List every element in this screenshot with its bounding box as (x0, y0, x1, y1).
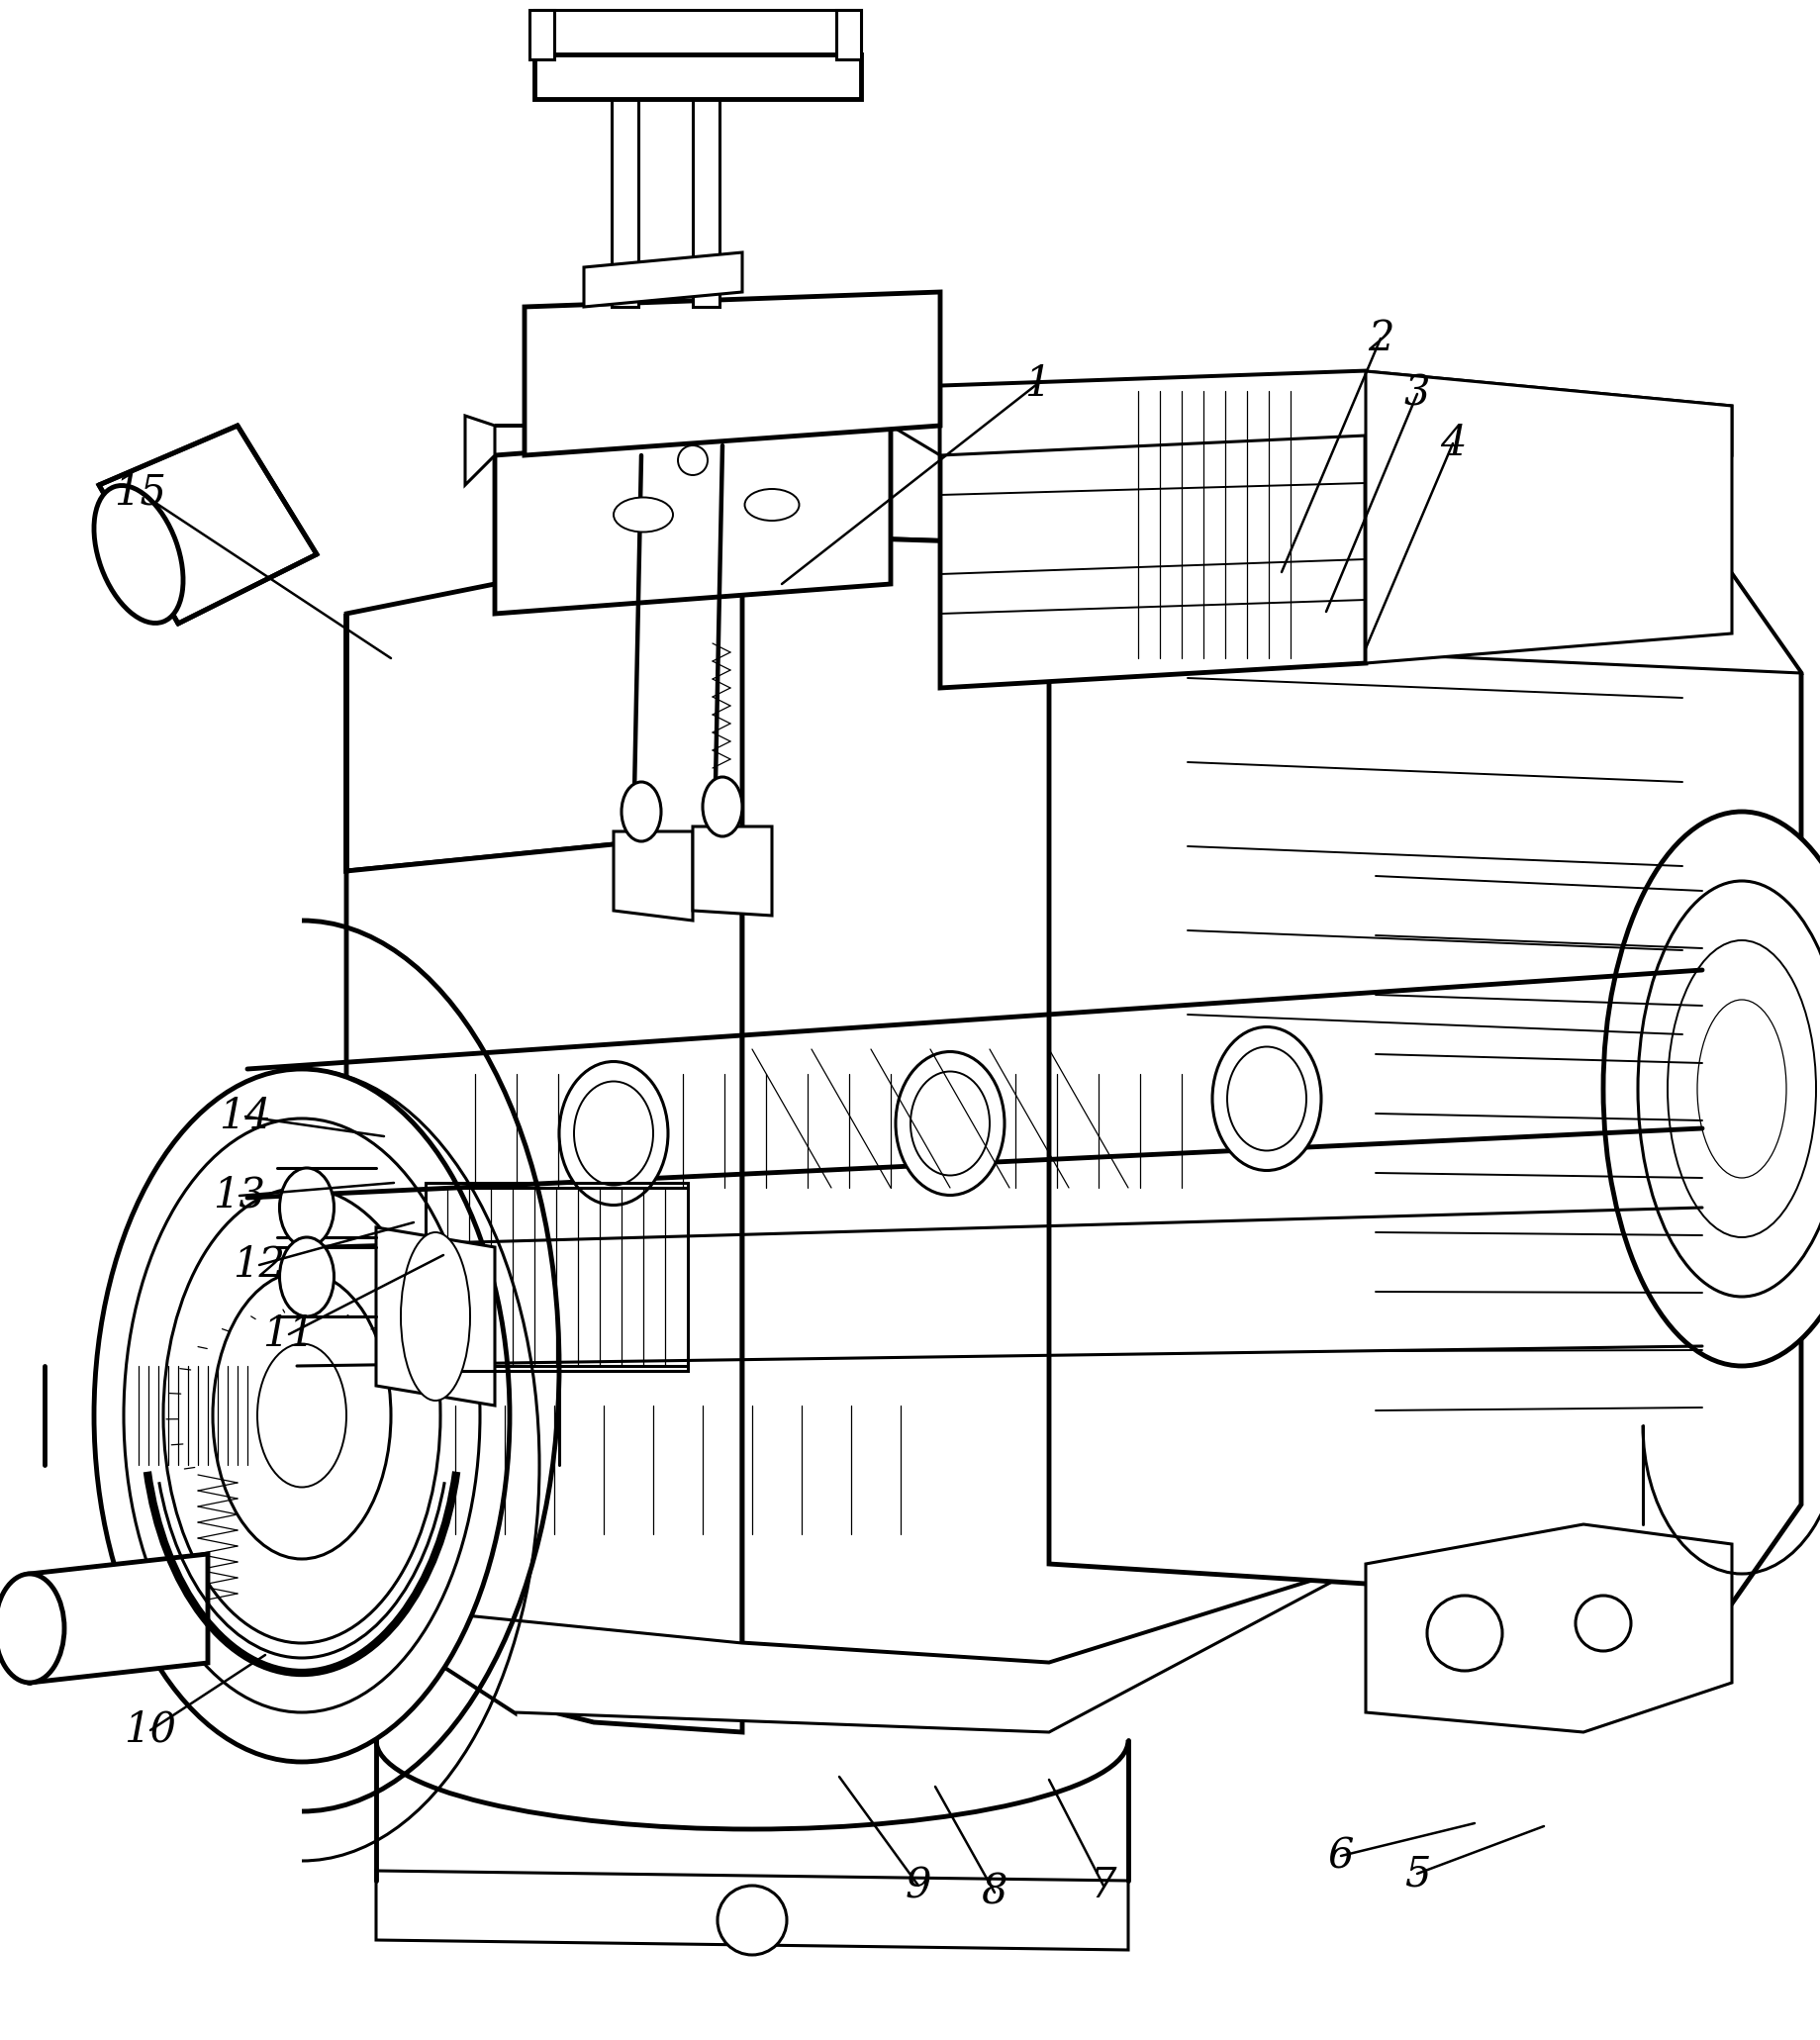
Text: 2: 2 (1367, 318, 1392, 359)
Polygon shape (495, 386, 939, 455)
Ellipse shape (613, 498, 673, 532)
Text: 15: 15 (115, 471, 167, 514)
Ellipse shape (744, 490, 799, 520)
Polygon shape (613, 832, 692, 920)
Text: 5: 5 (1403, 1852, 1429, 1895)
Polygon shape (612, 94, 639, 306)
Ellipse shape (0, 1573, 64, 1683)
Text: 9: 9 (905, 1865, 932, 1905)
Ellipse shape (1212, 1026, 1321, 1171)
Text: 13: 13 (213, 1175, 266, 1216)
Ellipse shape (400, 1232, 470, 1401)
Polygon shape (524, 292, 939, 455)
Ellipse shape (1602, 812, 1820, 1367)
Polygon shape (464, 416, 495, 486)
Polygon shape (29, 1554, 207, 1683)
Text: 6: 6 (1327, 1836, 1354, 1877)
Polygon shape (495, 426, 890, 614)
Polygon shape (743, 534, 1365, 1663)
Text: 11: 11 (262, 1314, 315, 1355)
Polygon shape (692, 94, 719, 306)
Ellipse shape (95, 486, 184, 622)
Polygon shape (835, 10, 861, 59)
Polygon shape (692, 826, 772, 916)
Text: 14: 14 (218, 1095, 271, 1136)
Text: 4: 4 (1440, 422, 1465, 465)
Text: 8: 8 (981, 1873, 1006, 1914)
Ellipse shape (559, 1061, 668, 1206)
Polygon shape (346, 1565, 1365, 1732)
Circle shape (1574, 1595, 1631, 1650)
Ellipse shape (95, 1069, 510, 1763)
Polygon shape (584, 253, 743, 306)
Ellipse shape (621, 781, 661, 840)
Polygon shape (1365, 1524, 1731, 1732)
Polygon shape (533, 55, 861, 100)
Polygon shape (377, 1228, 495, 1406)
Text: 7: 7 (1090, 1865, 1116, 1905)
Polygon shape (377, 1871, 1128, 1950)
Text: 12: 12 (233, 1244, 286, 1285)
Polygon shape (939, 371, 1365, 687)
Ellipse shape (280, 1169, 333, 1246)
Circle shape (1427, 1595, 1502, 1671)
Polygon shape (1048, 534, 1800, 673)
Polygon shape (1365, 371, 1731, 663)
Circle shape (677, 445, 708, 475)
Polygon shape (939, 371, 1731, 455)
Text: 10: 10 (124, 1710, 177, 1750)
Polygon shape (346, 534, 1365, 871)
Text: 1: 1 (1023, 363, 1050, 404)
Polygon shape (98, 426, 317, 624)
Text: 3: 3 (1403, 373, 1429, 414)
Ellipse shape (703, 777, 743, 836)
Circle shape (717, 1885, 786, 1954)
Polygon shape (1048, 534, 1800, 1603)
Ellipse shape (895, 1053, 1005, 1195)
Polygon shape (346, 614, 743, 1732)
Polygon shape (530, 10, 553, 59)
Ellipse shape (280, 1238, 333, 1316)
